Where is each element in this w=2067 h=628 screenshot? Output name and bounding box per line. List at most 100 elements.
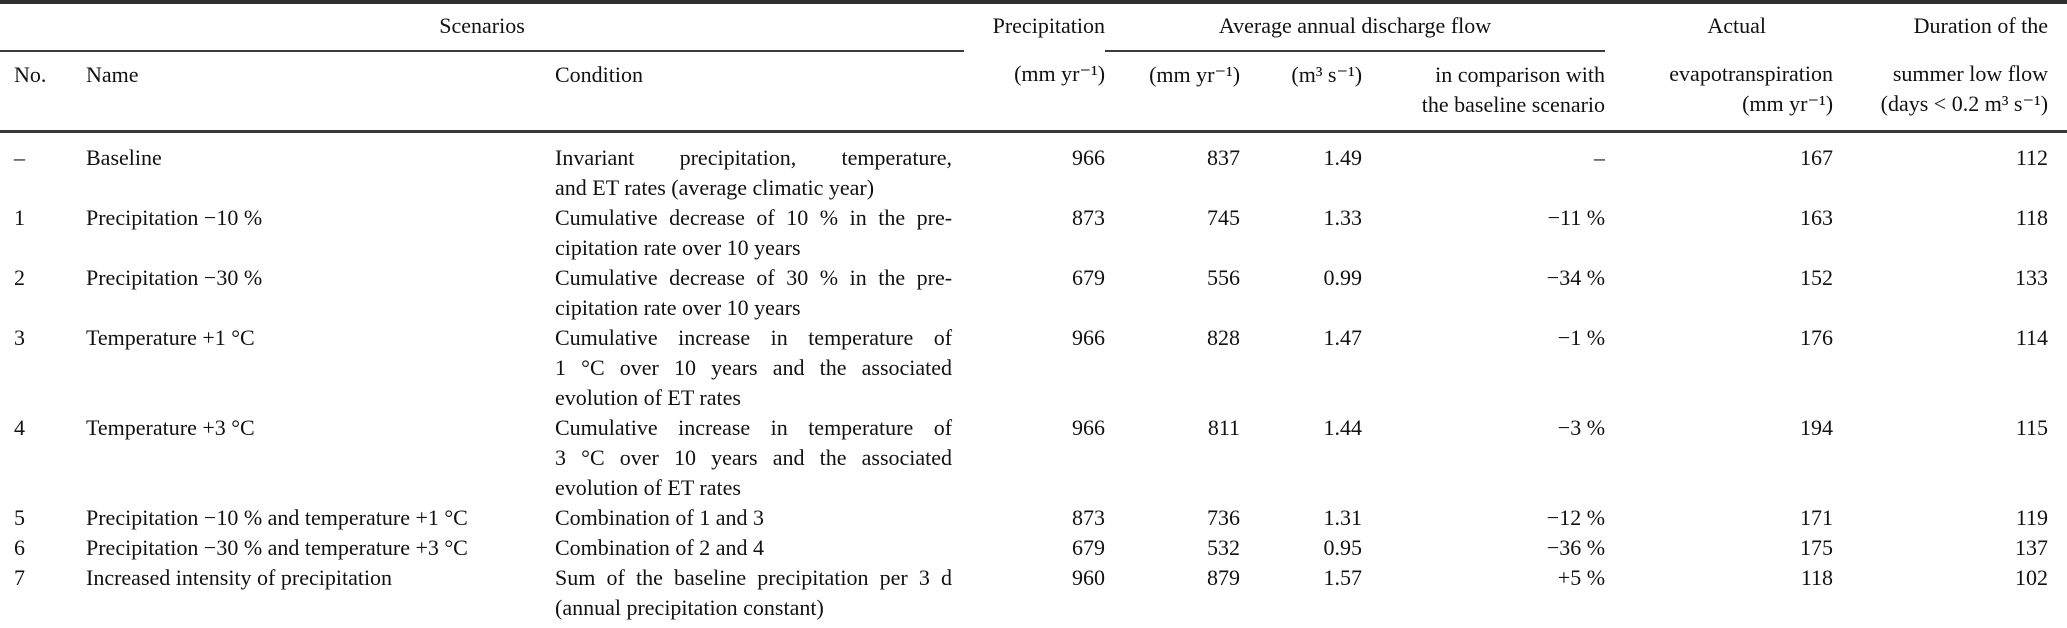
column-header-name: Name (86, 62, 139, 87)
cell-duration: 119 (2015, 505, 2049, 530)
cell-name: Precipitation −30 % and temperature +3 °… (86, 535, 468, 560)
cell-duration: 102 (2015, 565, 2049, 590)
sub-header-row: No. Name Condition (mm yr⁻¹) (mm yr⁻¹) (… (0, 51, 2067, 132)
text-line: and ET rates (average climatic year) (555, 175, 875, 200)
cell-condition: Combination of 2 and 4 (540, 533, 964, 563)
cell-discharge-mm: 879 (1207, 565, 1241, 590)
cell-name: Precipitation −10 % (86, 205, 263, 230)
column-header-discharge-m3-unit: (m³ s⁻¹) (1291, 62, 1363, 87)
cell-discharge-mm: 745 (1207, 205, 1241, 230)
cell-discharge-mm: 811 (1207, 415, 1241, 440)
cell-discharge-m3: 1.44 (1323, 415, 1363, 440)
text-line: the baseline scenario (1421, 92, 1606, 117)
text-line: Cumulative decrease of 30 % in the pre- (555, 265, 953, 290)
cell-evapotranspiration: 163 (1800, 205, 1834, 230)
table-row: – Baseline Invariant precipitation, temper… (0, 132, 2067, 204)
cell-precipitation: 679 (1072, 535, 1106, 560)
cell-name: Temperature +1 °C (86, 325, 255, 350)
cell-name: Temperature +3 °C (86, 415, 255, 440)
text-line: evapotranspiration (1669, 61, 1834, 86)
table-row: 2 Precipitation −30 % Cumulative decrease … (0, 263, 2067, 323)
cell-evapotranspiration: 152 (1800, 265, 1834, 290)
cell-precipitation: 966 (1072, 325, 1106, 350)
text-line: (days < 0.2 m³ s⁻¹) (1880, 91, 2049, 116)
cell-evapotranspiration: 167 (1800, 145, 1834, 170)
cell-condition: Cumulative decrease of 30 % in the pre-c… (540, 263, 964, 323)
text-line: cipitation rate over 10 years (555, 235, 801, 260)
text-line: in comparison with (1435, 62, 1606, 87)
cell-discharge-m3: 1.33 (1323, 205, 1363, 230)
cell-condition: Combination of 1 and 3 (540, 503, 964, 533)
text-line: Combination of 2 and 4 (555, 535, 764, 560)
cell-discharge-mm: 736 (1207, 505, 1241, 530)
group-header-precipitation: Precipitation (992, 13, 1106, 38)
column-header-discharge-mm-unit: (mm yr⁻¹) (1149, 62, 1241, 87)
text-line: Sum of the baseline precipitation per 3 … (555, 565, 953, 590)
table-row: 1 Precipitation −10 % Cumulative decrease … (0, 203, 2067, 263)
table-row: 7 Increased intensity of precipitation Sum… (0, 563, 2067, 628)
cell-evapotranspiration: 175 (1800, 535, 1834, 560)
text-line: evolution of ET rates (555, 385, 741, 410)
column-header-no: No. (14, 62, 47, 87)
table-row: 5 Precipitation −10 % and temperature +1 … (0, 503, 2067, 533)
cell-precipitation: 873 (1072, 205, 1106, 230)
text-line: 3 °C over 10 years and the associated (555, 445, 953, 470)
cell-evapotranspiration: 171 (1800, 505, 1834, 530)
cell-precipitation: 960 (1072, 565, 1106, 590)
cell-comparison: −11 % (1547, 205, 1606, 230)
cell-precipitation: 679 (1072, 265, 1106, 290)
text-line: Cumulative decrease of 10 % in the pre- (555, 205, 953, 230)
text-line: Cumulative increase in temperature of (555, 325, 953, 350)
cell-discharge-mm: 828 (1207, 325, 1241, 350)
cell-discharge-mm: 837 (1207, 145, 1241, 170)
cell-comparison: −34 % (1546, 265, 1606, 290)
cell-name: Baseline (86, 145, 162, 170)
cell-condition: Cumulative increase in temperature of 3 °… (540, 413, 964, 503)
cell-condition: Sum of the baseline precipitation per 3 … (540, 563, 964, 628)
cell-condition: Cumulative decrease of 10 % in the pre-c… (540, 203, 964, 263)
table-row: 3 Temperature +1 °C Cumulative increase in… (0, 323, 2067, 413)
cell-discharge-m3: 1.31 (1323, 505, 1363, 530)
cell-comparison: −12 % (1546, 505, 1606, 530)
group-header-row: Scenarios Precipitation Average annual d… (0, 2, 2067, 52)
text-line: Cumulative increase in temperature of (555, 415, 953, 440)
text-line: summer low flow (1892, 61, 2049, 86)
cell-duration: 118 (2015, 205, 2049, 230)
text-line: cipitation rate over 10 years (555, 295, 801, 320)
cell-no: 5 (14, 505, 25, 530)
cell-duration: 137 (2015, 535, 2049, 560)
cell-no: 3 (14, 325, 25, 350)
cell-no: 4 (14, 415, 25, 440)
cell-duration: 133 (2015, 265, 2049, 290)
cell-no: 7 (14, 565, 25, 590)
cell-precipitation: 966 (1072, 415, 1106, 440)
table-header: Scenarios Precipitation Average annual d… (0, 2, 2067, 132)
cell-comparison: −3 % (1557, 415, 1606, 440)
cell-name: Precipitation −10 % and temperature +1 °… (86, 505, 468, 530)
group-header-scenarios: Scenarios (0, 2, 965, 52)
cell-name: Precipitation −30 % (86, 265, 263, 290)
cell-no: – (14, 145, 25, 170)
cell-comparison: −1 % (1557, 325, 1606, 350)
cell-discharge-mm: 556 (1207, 265, 1241, 290)
cell-comparison: +5 % (1557, 565, 1606, 590)
cell-duration: 112 (2015, 145, 2049, 170)
cell-precipitation: 873 (1072, 505, 1106, 530)
cell-condition: Invariant precipitation, temperature, and… (540, 132, 964, 204)
column-header-precipitation-unit: (mm yr⁻¹) (1014, 61, 1106, 86)
cell-name: Increased intensity of precipitation (86, 565, 393, 590)
text-line: (mm yr⁻¹) (1742, 91, 1834, 116)
cell-duration: 114 (2015, 325, 2049, 350)
column-header-duration-detail: summer low flow (days < 0.2 m³ s⁻¹) (1833, 51, 2067, 132)
text-line: Invariant precipitation, temperature, (555, 145, 953, 170)
cell-no: 1 (14, 205, 25, 230)
group-header-actual: Actual (1707, 13, 1767, 38)
group-header-duration: Duration of the (1913, 13, 2049, 38)
cell-no: 6 (14, 535, 25, 560)
table-body: – Baseline Invariant precipitation, temper… (0, 132, 2067, 628)
text-line: 1 °C over 10 years and the associated (555, 355, 953, 380)
cell-no: 2 (14, 265, 25, 290)
column-header-condition: Condition (555, 62, 644, 87)
text-line: (annual precipitation constant) (555, 595, 824, 620)
